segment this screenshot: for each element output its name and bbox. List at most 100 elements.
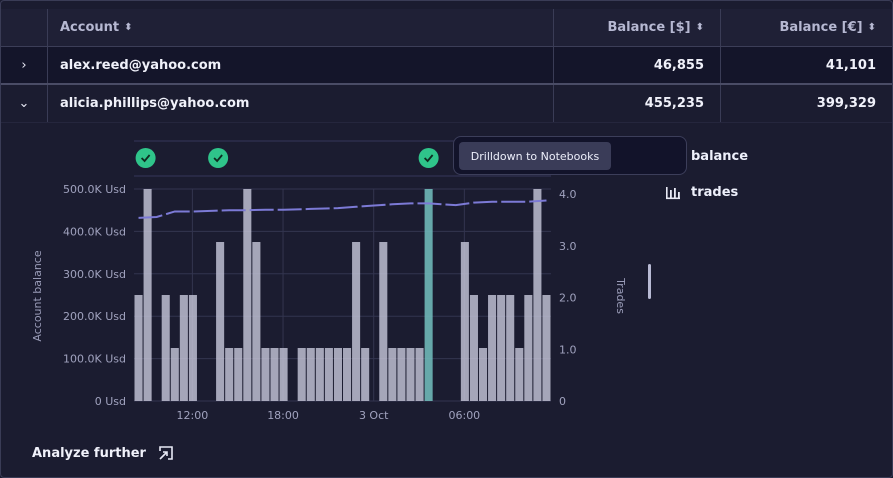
trades-bar[interactable]	[361, 348, 370, 401]
balance-legend-label: balance	[691, 149, 749, 164]
chevron-right-icon: ›	[21, 57, 27, 73]
sort-icon[interactable]: ⬍	[695, 22, 704, 33]
trades-legend-label: trades	[691, 185, 739, 200]
trades-bar[interactable]	[533, 189, 542, 401]
event-check-icon[interactable]	[208, 148, 229, 168]
drilldown-notebooks-button[interactable]: Drilldown to Notebooks	[459, 142, 611, 170]
trades-bar[interactable]	[161, 295, 170, 401]
account-email: alex.reed@yahoo.com	[60, 57, 222, 73]
trades-bar[interactable]	[261, 348, 270, 401]
x-axis-ticks: 12:00 18:00 3 Oct 06:00	[177, 409, 481, 422]
trades-bar[interactable]	[397, 348, 406, 401]
analyze-further-link[interactable]: Analyze further	[32, 445, 174, 461]
event-check-icon[interactable]	[135, 148, 156, 168]
trades-bar[interactable]	[460, 242, 469, 401]
y2-axis-label: Trades	[614, 277, 627, 314]
balance-usd-header-label: Balance [$]	[607, 20, 691, 35]
y-tick-label: 0 Usd	[95, 395, 126, 408]
trades-bar[interactable]	[243, 189, 252, 401]
trades-bar[interactable]	[542, 295, 551, 401]
x-tick-label: 12:00	[177, 409, 209, 422]
trades-bar[interactable]	[506, 295, 515, 401]
y-tick-label: 200.0K Usd	[63, 310, 126, 323]
trades-bar[interactable]	[497, 295, 506, 401]
y2-tick-label: 3.0	[559, 240, 577, 253]
trades-bar[interactable]	[343, 348, 352, 401]
trades-bar[interactable]	[352, 242, 361, 401]
account-column-header[interactable]: Account ⬍	[48, 9, 554, 46]
table-row[interactable]: › alex.reed@yahoo.com 46,855 41,101	[1, 47, 892, 85]
trades-bar[interactable]	[279, 348, 288, 401]
expand-toggle[interactable]: ›	[1, 47, 48, 83]
balance-eur-value: 41,101	[825, 57, 876, 73]
trades-bar[interactable]	[179, 295, 188, 401]
trades-bar[interactable]	[188, 295, 197, 401]
trades-bar[interactable]	[515, 348, 524, 401]
balance-usd-column-header[interactable]: Balance [$] ⬍	[554, 9, 721, 46]
legend-item-trades[interactable]: trades	[665, 185, 738, 200]
balance-eur-header-label: Balance [€]	[779, 20, 863, 35]
trades-bar[interactable]	[379, 242, 388, 401]
y2-tick-label: 4.0	[559, 188, 577, 201]
x-tick-label: 18:00	[267, 409, 299, 422]
bar-chart-icon	[666, 186, 680, 199]
account-header-label: Account	[60, 20, 120, 35]
balance-usd-value: 455,235	[644, 96, 704, 111]
y-tick-label: 300.0K Usd	[63, 268, 126, 281]
event-check-icon[interactable]	[418, 148, 439, 168]
trades-bar[interactable]	[234, 348, 243, 401]
y-tick-label: 500.0K Usd	[63, 183, 126, 196]
balance-usd-value: 46,855	[653, 57, 704, 73]
balance-eur-cell: 399,329	[721, 85, 892, 122]
trades-bar[interactable]	[406, 348, 415, 401]
legend-item-balance[interactable]: balance	[665, 149, 748, 164]
trades-bar[interactable]	[388, 348, 397, 401]
table-row[interactable]: ⌄ alicia.phillips@yahoo.com 455,235 399,…	[1, 85, 892, 123]
trades-bar[interactable]	[143, 189, 152, 401]
trades-bar[interactable]	[524, 295, 533, 401]
x-tick-label: 06:00	[448, 409, 480, 422]
trades-bar[interactable]	[216, 242, 225, 401]
trades-bar[interactable]	[333, 348, 342, 401]
expand-toggle[interactable]: ⌄	[1, 85, 48, 122]
trades-bar[interactable]	[297, 348, 306, 401]
trades-bar[interactable]	[252, 242, 261, 401]
balance-line	[138, 199, 547, 219]
trades-bar[interactable]	[424, 189, 433, 401]
balance-eur-column-header[interactable]: Balance [€] ⬍	[721, 9, 892, 46]
balance-eur-cell: 41,101	[721, 47, 892, 83]
sort-icon[interactable]: ⬍	[124, 22, 133, 33]
event-tooltip: Drilldown to Notebooks	[453, 136, 687, 175]
analyze-further-label: Analyze further	[32, 445, 146, 461]
chevron-down-icon: ⌄	[18, 96, 30, 111]
trades-bar[interactable]	[306, 348, 315, 401]
trades-bar[interactable]	[324, 348, 333, 401]
account-email: alicia.phillips@yahoo.com	[60, 96, 250, 111]
trades-bar[interactable]	[415, 348, 424, 401]
trades-bar[interactable]	[478, 348, 488, 401]
trades-bar[interactable]	[170, 348, 179, 401]
trades-bar[interactable]	[315, 348, 324, 401]
trades-bar[interactable]	[469, 295, 478, 401]
event-markers	[135, 148, 439, 168]
trades-bar[interactable]	[270, 348, 279, 401]
y-tick-label: 100.0K Usd	[63, 353, 126, 366]
scrollbar[interactable]	[648, 264, 651, 299]
trades-bar[interactable]	[488, 295, 497, 401]
y2-tick-label: 2.0	[559, 292, 577, 305]
open-external-icon	[159, 446, 173, 460]
y-axis-ticks: 500.0K Usd 400.0K Usd 300.0K Usd 200.0K Usd…	[63, 183, 126, 408]
y2-tick-label: 0	[559, 395, 566, 408]
x-tick-label: 3 Oct	[359, 409, 389, 422]
balance-eur-value: 399,329	[816, 96, 876, 111]
sort-icon[interactable]: ⬍	[867, 22, 876, 33]
trades-bars	[134, 189, 551, 401]
trades-bar[interactable]	[225, 348, 234, 401]
balance-usd-cell: 46,855	[554, 47, 721, 83]
trades-bar[interactable]	[134, 295, 143, 401]
y2-tick-label: 1.0	[559, 343, 577, 356]
table-header: Account ⬍ Balance [$] ⬍ Balance [€] ⬍	[1, 9, 892, 47]
expand-column-header	[1, 9, 48, 46]
